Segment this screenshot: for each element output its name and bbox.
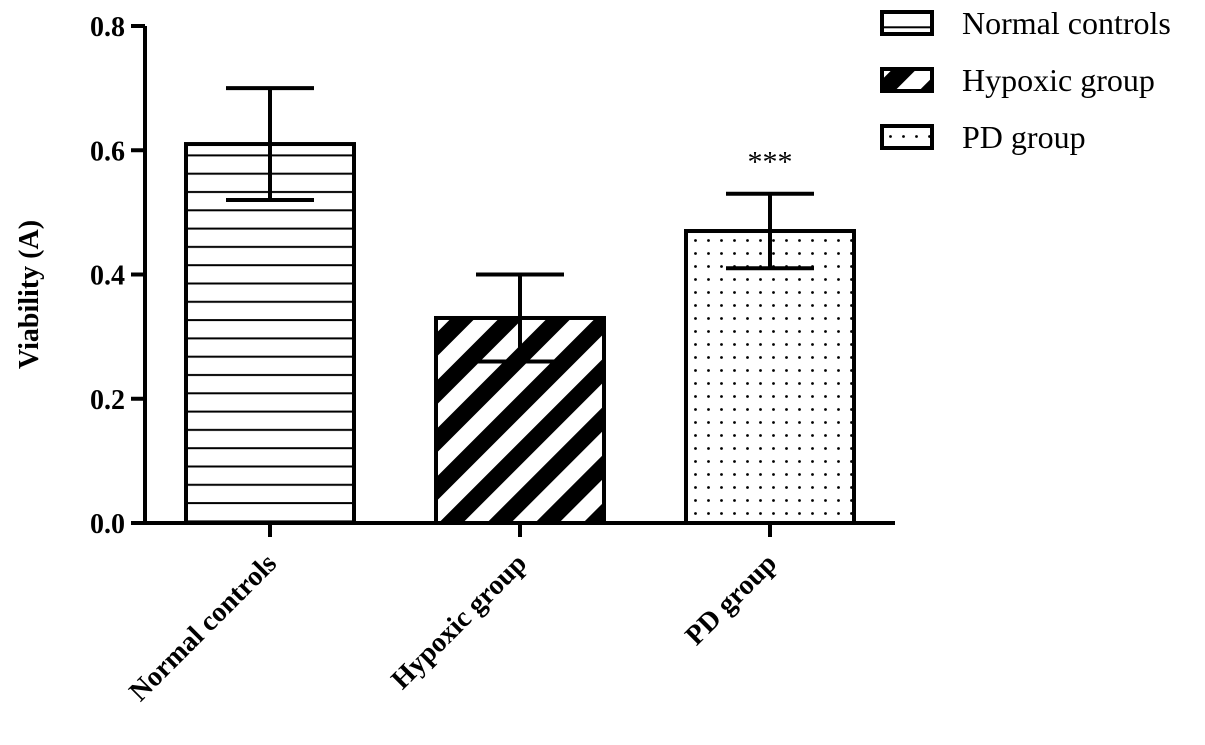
legend-swatch <box>880 10 934 36</box>
x-ticks: Normal controls Hypoxic group PD group <box>123 523 783 708</box>
y-tick-label: 0.8 <box>90 12 125 43</box>
bar-normal-controls <box>184 142 356 525</box>
error-bars-layer <box>226 86 814 364</box>
significance-annotation: *** <box>748 146 793 179</box>
bar-pd-group <box>684 229 856 525</box>
legend: Normal controls Hypoxic group PD group <box>880 5 1171 155</box>
y-tick-label: 0.2 <box>90 385 125 416</box>
legend-item-hypoxic-group: Hypoxic group <box>880 62 1155 98</box>
legend-swatch <box>880 124 934 150</box>
legend-item-normal-controls: Normal controls <box>880 5 1171 41</box>
x-category-label: Hypoxic group <box>385 548 533 696</box>
plot-area: *** 0.0 0.2 0.4 0.6 0.8 Normal controls Hypox… <box>90 12 895 708</box>
error-bar-hypoxic-group <box>476 272 564 364</box>
y-tick-label: 0.6 <box>90 136 125 167</box>
y-tick-label: 0.4 <box>90 261 125 292</box>
legend-label: Hypoxic group <box>962 62 1155 98</box>
annotations-layer: *** <box>748 146 793 179</box>
x-category-label: Normal controls <box>123 548 283 708</box>
legend-item-pd-group: PD group <box>880 119 1086 155</box>
legend-label: Normal controls <box>962 5 1171 41</box>
x-category-label: PD group <box>679 548 783 652</box>
legend-swatch <box>880 67 934 93</box>
error-bar-normal-controls <box>226 86 314 202</box>
legend-label: PD group <box>962 119 1086 155</box>
y-tick-label: 0.0 <box>90 509 125 540</box>
y-axis-label: Viability (A) <box>14 220 45 369</box>
error-bar-pd-group <box>726 191 814 271</box>
y-ticks: 0.0 0.2 0.4 0.6 0.8 <box>90 12 145 540</box>
